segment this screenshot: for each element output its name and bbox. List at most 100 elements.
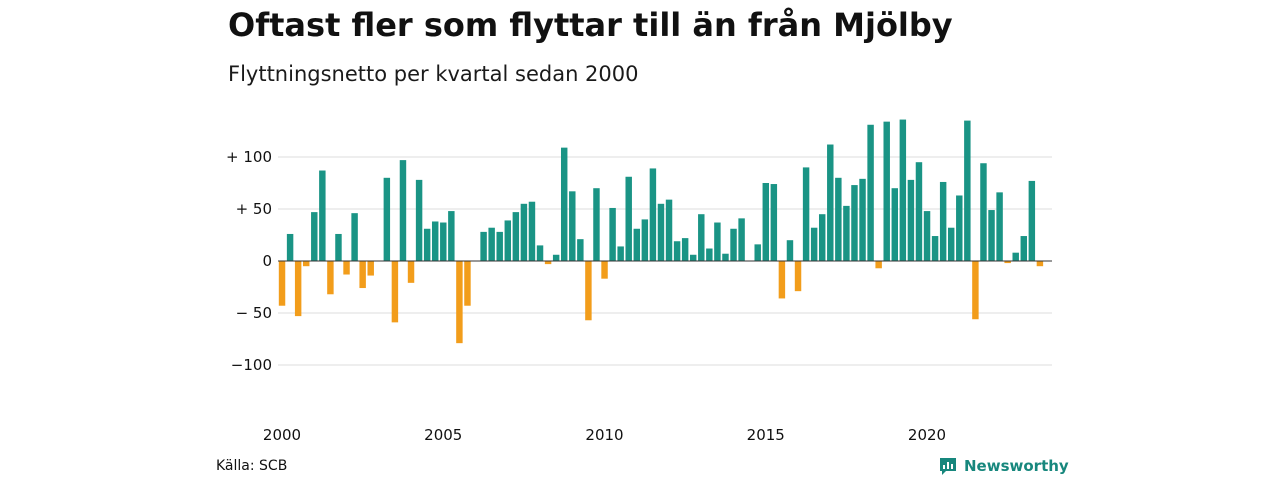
bar [536,245,544,261]
bar [278,261,286,306]
bar [593,188,600,261]
bar [319,170,326,261]
bar [302,261,310,267]
bar [722,253,729,261]
chart-subtitle: Flyttningsnetto per kvartal sedan 2000 [228,62,639,86]
bar [456,261,463,344]
bar [754,244,761,261]
y-tick-label: − 50 [236,304,272,322]
bars [278,119,1052,344]
bar [665,199,673,261]
x-tick-label: 2005 [424,426,462,444]
bar [1020,236,1028,261]
bar [867,124,874,261]
x-tick-label: 2010 [585,426,623,444]
bar [569,191,576,261]
bar [496,231,503,261]
bar [875,261,882,269]
bar [923,211,931,261]
x-tick-label: 2020 [908,426,946,444]
bar [431,221,439,261]
bar [1028,180,1036,261]
y-tick-label: 0 [262,252,272,270]
bar [617,246,624,261]
bar [327,261,334,295]
bar [294,261,302,317]
bar [673,241,681,261]
bar [399,160,407,261]
bar [359,261,366,289]
bar [851,185,858,261]
bar [440,222,447,261]
bar [641,219,649,261]
bar [464,261,471,306]
bar [770,184,778,261]
bar [1004,261,1011,264]
bar [899,119,907,261]
bar [802,167,810,261]
bar [980,163,987,261]
y-tick-label: + 50 [236,200,272,218]
bar [512,212,520,261]
bar [520,203,528,261]
bar [810,227,818,261]
chart-title: Oftast fler som flyttar till än från Mjö… [228,6,953,44]
y-tick-label: + 100 [226,148,272,166]
bar [448,211,455,261]
bar [698,214,705,261]
bar [311,212,318,261]
bar [818,214,826,261]
bar [649,168,657,261]
bar [1036,261,1044,267]
bar [415,179,423,261]
bar [657,203,665,261]
newsworthy-logo-text: Newsworthy [964,457,1069,475]
x-tick-label: 2015 [747,426,785,444]
y-tick-label: −100 [231,356,272,374]
bar [609,207,616,261]
bar [972,261,979,320]
y-axis-ticks: + 100 + 50 0 − 50 −100 [226,148,272,374]
bar [351,213,358,261]
bar [528,201,536,261]
bar [1012,252,1019,261]
bar [407,261,415,283]
bar [996,192,1003,261]
bar [343,261,350,275]
bar [480,231,487,261]
bar [964,120,971,261]
bar [835,177,842,261]
bar [827,144,834,261]
source-note: Källa: SCB [216,458,288,474]
bar [762,183,770,261]
bar [423,228,431,261]
bar [738,218,745,261]
bar [335,233,342,261]
bar [544,261,552,265]
bar [915,162,923,261]
bar [552,254,560,261]
bar [706,248,713,261]
x-axis-ticks: 2000 2005 2010 2015 2020 [263,426,946,444]
bar [577,239,584,261]
bar [488,227,495,261]
bar [988,210,995,261]
bar [907,179,915,261]
bar [714,222,721,261]
bar [560,147,568,261]
bar [843,205,850,261]
bar [625,176,632,261]
bar [730,228,737,261]
bar [786,240,794,261]
bar [391,261,399,323]
bar [504,220,512,261]
bar [939,181,947,261]
x-tick-label: 2000 [263,426,301,444]
bar [891,188,899,261]
bar [778,261,786,299]
bar [947,227,955,261]
bar [794,261,802,292]
newsworthy-logo: Newsworthy [938,456,1069,476]
bar [931,236,939,261]
